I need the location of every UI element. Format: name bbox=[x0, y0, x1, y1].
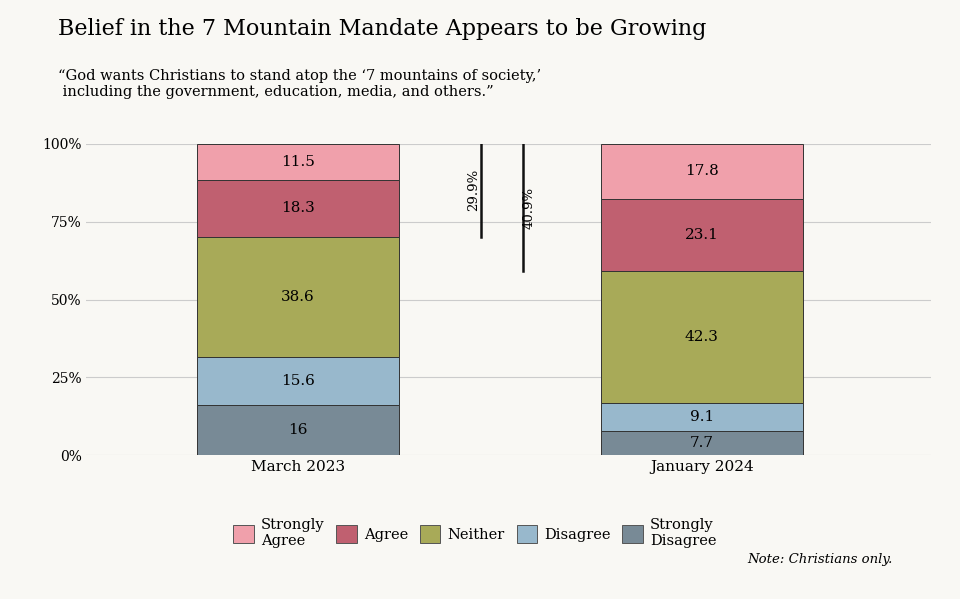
Bar bbox=[601, 431, 803, 455]
Bar bbox=[601, 271, 803, 403]
Text: 40.9%: 40.9% bbox=[522, 186, 536, 229]
Text: “God wants Christians to stand atop the ‘7 mountains of society,’
 including the: “God wants Christians to stand atop the … bbox=[58, 69, 540, 99]
Text: Belief in the 7 Mountain Mandate Appears to be Growing: Belief in the 7 Mountain Mandate Appears… bbox=[58, 18, 706, 40]
Bar bbox=[197, 144, 398, 180]
Legend: Strongly
Agree, Agree, Neither, Disagree, Strongly
Disagree: Strongly Agree, Agree, Neither, Disagree… bbox=[228, 512, 723, 554]
Bar bbox=[197, 237, 398, 357]
Text: 11.5: 11.5 bbox=[280, 155, 315, 169]
Text: 38.6: 38.6 bbox=[280, 290, 315, 304]
Bar bbox=[601, 144, 803, 199]
Text: 18.3: 18.3 bbox=[280, 201, 315, 215]
Text: 7.7: 7.7 bbox=[689, 436, 713, 450]
Text: 23.1: 23.1 bbox=[684, 228, 719, 242]
Text: 29.9%: 29.9% bbox=[468, 169, 480, 211]
Bar bbox=[601, 199, 803, 271]
Bar bbox=[197, 406, 398, 455]
Text: 9.1: 9.1 bbox=[689, 410, 713, 424]
Text: 15.6: 15.6 bbox=[280, 374, 315, 388]
Text: 17.8: 17.8 bbox=[684, 165, 718, 179]
Bar bbox=[601, 403, 803, 431]
Text: 16: 16 bbox=[288, 423, 307, 437]
Bar bbox=[197, 180, 398, 237]
Text: Note: Christians only.: Note: Christians only. bbox=[748, 553, 893, 566]
Text: 42.3: 42.3 bbox=[684, 330, 719, 344]
Bar bbox=[197, 357, 398, 406]
